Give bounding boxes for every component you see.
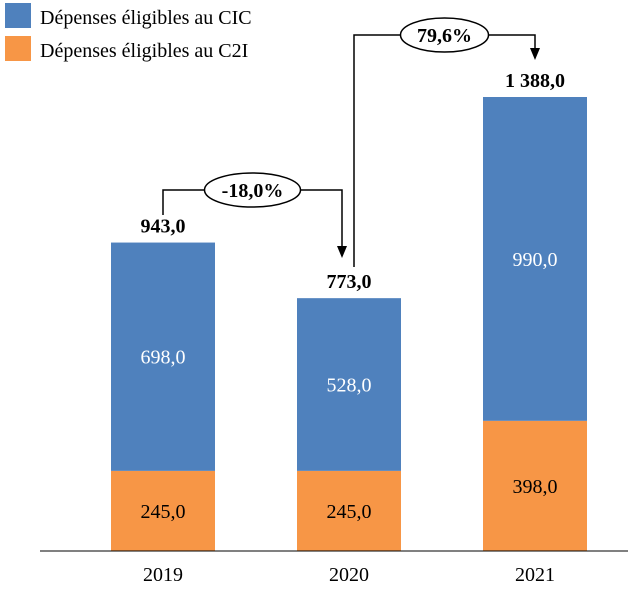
data-label-cic-2019: 698,0	[141, 347, 186, 369]
growth-label-1: 79,6%	[417, 25, 472, 47]
data-label-c2i-2020: 245,0	[327, 501, 372, 523]
x-tick-2020: 2020	[329, 564, 369, 586]
bar-cic-2021	[483, 97, 587, 421]
growth-arrowhead-1	[530, 48, 540, 60]
total-label-2019: 943,0	[141, 216, 186, 238]
legend-swatch-c2i	[5, 36, 31, 61]
growth-annotations: -18,0% 79,6%	[162, 17, 540, 267]
legend: Dépenses éligibles au CIC Dépenses éligi…	[5, 3, 252, 62]
labels-group: 245,0 698,0 943,0 245,0 528,0 773,0 398,0 990,0…	[141, 70, 566, 523]
legend-swatch-cic	[5, 3, 31, 28]
total-label-2020: 773,0	[327, 271, 372, 293]
data-label-cic-2020: 528,0	[327, 375, 372, 397]
growth-bubble-0	[203, 172, 302, 208]
growth-label-0: -18,0%	[222, 180, 284, 202]
bar-c2i-2019	[111, 470, 215, 551]
data-label-c2i-2021: 398,0	[513, 476, 558, 498]
data-label-c2i-2019: 245,0	[141, 501, 186, 523]
bars-group	[111, 97, 587, 551]
growth-arrowhead-0	[337, 246, 347, 258]
growth-bubble-1	[399, 17, 490, 53]
total-label-2021: 1 388,0	[505, 70, 565, 92]
x-tick-2019: 2019	[143, 564, 183, 586]
bar-cic-2020	[297, 298, 401, 471]
bar-c2i-2020	[297, 470, 401, 551]
x-tick-2021: 2021	[515, 564, 555, 586]
bar-c2i-2021	[483, 420, 587, 551]
legend-label-cic: Dépenses éligibles au CIC	[40, 7, 252, 29]
data-label-cic-2021: 990,0	[513, 249, 558, 271]
x-axis-ticks: 2019 2020 2021	[143, 564, 555, 586]
bar-cic-2019	[111, 242, 215, 471]
legend-label-c2i: Dépenses éligibles au C2I	[40, 40, 248, 62]
